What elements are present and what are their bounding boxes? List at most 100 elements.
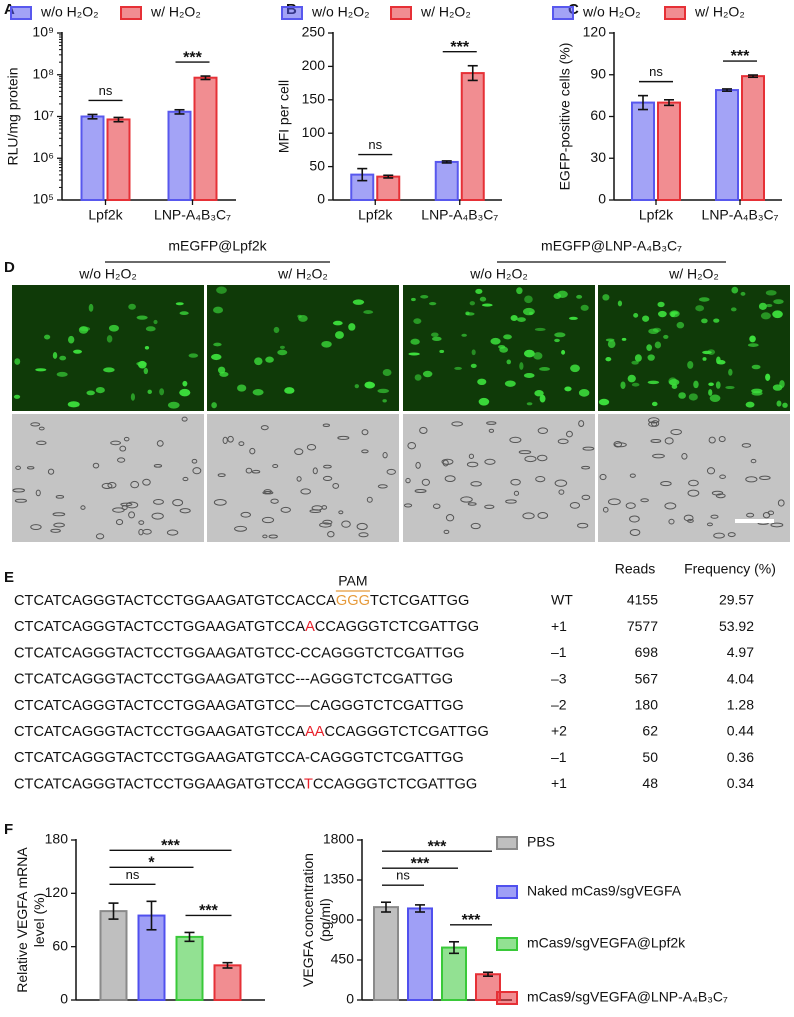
cell-fluorescence	[745, 401, 755, 408]
cell-fluorescence	[470, 363, 477, 369]
cell-fluorescence	[529, 311, 534, 315]
bar	[460, 72, 485, 201]
x-tick-label: LNP-A₄B₃C₇	[702, 207, 779, 223]
sequence: CTCATCAGGGTACTCCTGGAAGATGTCC-CCAGGGTCTCG…	[14, 645, 465, 661]
cell-brightfield	[708, 436, 716, 444]
cell-fluorescence	[708, 389, 713, 396]
cell-fluorescence	[413, 318, 422, 324]
y-tick-label: 0	[598, 191, 606, 207]
cell-fluorescence	[578, 388, 590, 397]
cell-brightfield	[777, 499, 785, 507]
y-tick-label: 150	[302, 91, 326, 107]
cell-brightfield	[112, 507, 125, 513]
cell-brightfield	[321, 505, 328, 510]
cell-brightfield	[38, 426, 45, 431]
cell-brightfield	[312, 467, 318, 475]
cell-brightfield	[222, 436, 228, 445]
cell-fluorescence	[647, 354, 655, 361]
cell-brightfield	[128, 511, 136, 519]
cell-fluorescence	[634, 354, 642, 362]
cell-brightfield	[670, 428, 682, 436]
cell-brightfield	[524, 455, 537, 463]
cell-brightfield	[192, 467, 202, 475]
panel-letter: D	[4, 259, 15, 276]
y-axis-label: (pg/ml)	[317, 898, 333, 942]
cell-brightfield	[270, 498, 279, 504]
cell-brightfield	[14, 498, 28, 503]
cell-fluorescence	[687, 360, 694, 369]
cell-brightfield	[599, 473, 607, 481]
cell-brightfield	[415, 461, 421, 469]
cell-brightfield	[460, 496, 473, 503]
cell-brightfield	[15, 465, 21, 470]
cell-fluorescence	[144, 346, 150, 350]
cell-fluorescence	[179, 388, 191, 397]
cell-fluorescence	[153, 319, 158, 325]
cell-fluorescence	[363, 310, 374, 314]
cell-fluorescence	[647, 380, 660, 385]
cell-fluorescence	[782, 402, 788, 408]
cell-fluorescence	[576, 294, 583, 299]
cell-brightfield	[484, 458, 496, 465]
sequence: CTCATCAGGGTACTCCTGGAAGATGTCC—CAGGGTCTCGA…	[14, 698, 464, 714]
cell-brightfield	[403, 503, 413, 508]
bar	[213, 964, 242, 1001]
cell-fluorescence	[765, 290, 777, 296]
sequence-part: GGG	[336, 593, 370, 609]
column-label: w/o H₂O₂	[469, 266, 528, 282]
cell-fluorescence	[730, 307, 737, 312]
y-tick-label: 1800	[323, 831, 354, 847]
cell-brightfield	[12, 488, 26, 493]
reads: 180	[635, 697, 659, 713]
cell-brightfield	[470, 522, 481, 530]
cell-brightfield	[172, 498, 184, 507]
cell-fluorescence	[758, 302, 767, 311]
sequence: CTCATCAGGGTACTCCTGGAAGATGTCCAAACCAGGGTCT…	[14, 724, 489, 740]
cell-fluorescence	[620, 381, 626, 389]
cell-brightfield	[421, 478, 430, 486]
cell-fluorescence	[715, 381, 721, 389]
cell-brightfield	[121, 505, 128, 510]
change: +1	[551, 618, 567, 634]
cell-fluorescence	[731, 286, 739, 294]
significance-label: ***	[161, 838, 180, 855]
cell-brightfield	[629, 473, 636, 478]
cell-fluorescence	[56, 371, 68, 377]
cell-fluorescence	[598, 398, 610, 406]
sequence-part: A	[305, 619, 315, 635]
cell-fluorescence	[669, 310, 680, 318]
bar	[715, 89, 739, 201]
cell-fluorescence	[95, 387, 105, 394]
x-tick-label: Lpf2k	[358, 207, 393, 223]
legend-swatch	[664, 6, 686, 20]
sequence: CTCATCAGGGTACTCCTGGAAGATGTCCA-CAGGGTCTCG…	[14, 750, 464, 766]
cell-brightfield	[358, 532, 369, 538]
cell-brightfield	[640, 498, 649, 503]
column-label: w/ H₂O₂	[277, 266, 328, 282]
cell-brightfield	[706, 522, 713, 527]
reads: 62	[642, 723, 658, 739]
column-header: Reads	[615, 561, 655, 577]
cell-brightfield	[470, 481, 482, 487]
y-tick-label: 900	[331, 911, 355, 927]
significance-label: ns	[126, 867, 140, 882]
significance-label: ***	[450, 39, 469, 56]
cell-fluorescence	[523, 307, 535, 316]
cell-brightfield	[715, 493, 726, 499]
cell-brightfield	[443, 529, 450, 535]
cell-brightfield	[488, 428, 495, 433]
cell-brightfield	[191, 458, 198, 464]
legend-label: w/o H₂O₂	[311, 4, 370, 20]
legend-swatch	[390, 6, 412, 20]
significance-label: ***	[731, 48, 750, 65]
change: +2	[551, 723, 567, 739]
cell-brightfield	[377, 484, 388, 489]
cell-fluorescence	[698, 297, 710, 302]
legend-swatch	[496, 885, 518, 899]
cell-fluorescence	[539, 394, 546, 403]
cell-brightfield	[441, 458, 454, 465]
cell-fluorescence	[708, 382, 714, 387]
cell-fluorescence	[429, 301, 437, 306]
cell-fluorescence	[646, 344, 653, 351]
